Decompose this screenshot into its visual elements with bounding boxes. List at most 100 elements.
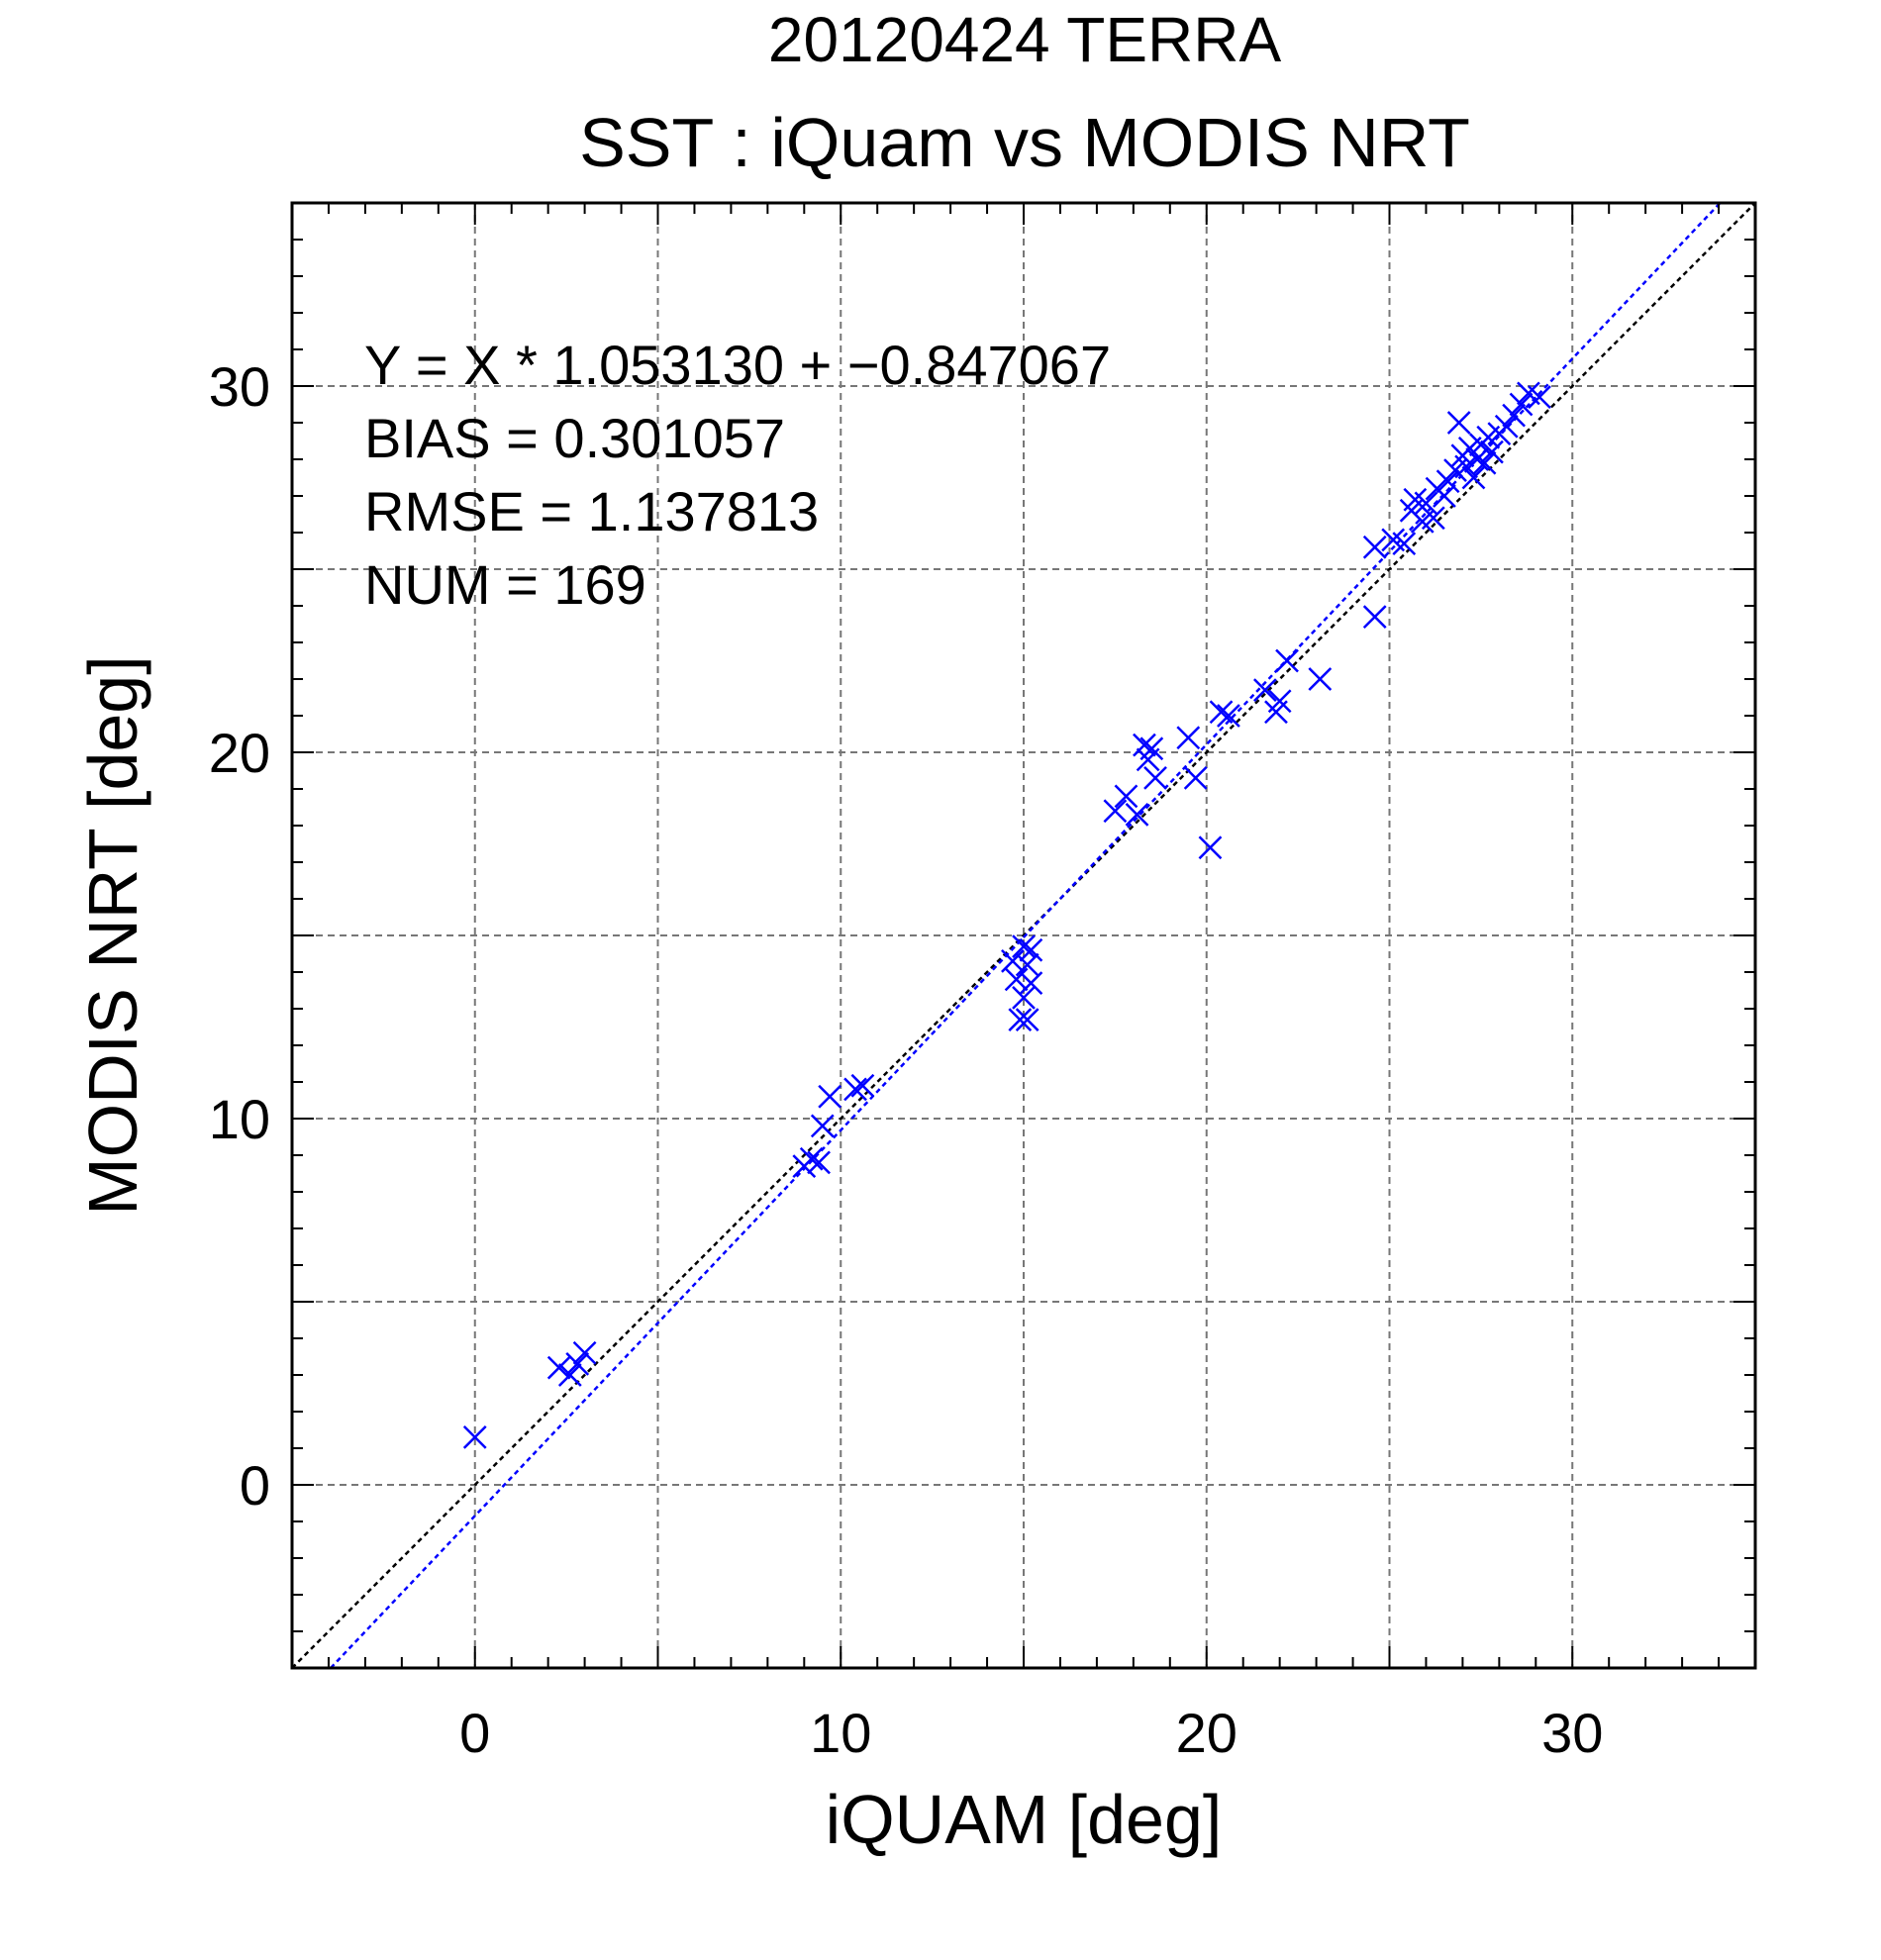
data-point-stroke	[1008, 1008, 1033, 1031]
data-point-stroke	[1494, 414, 1519, 439]
data-point-stroke	[1509, 392, 1534, 417]
data-point	[799, 1146, 824, 1171]
data-point-stroke	[1012, 934, 1036, 958]
data-point	[1421, 506, 1445, 531]
rmse-value: RMSE = 1.137813	[364, 480, 819, 542]
data-point-stroke	[1308, 667, 1333, 691]
x-tick-label: 20	[1176, 1702, 1238, 1764]
identity-line	[292, 203, 1755, 1668]
data-point	[1509, 392, 1534, 417]
data-point	[1502, 403, 1527, 428]
data-point-stroke	[572, 1340, 597, 1365]
data-point	[1001, 949, 1025, 973]
data-point-stroke	[810, 1114, 835, 1138]
data-point-stroke	[1267, 689, 1292, 714]
data-point-stroke	[1362, 605, 1387, 629]
data-point	[1414, 491, 1438, 516]
data-point	[1176, 726, 1201, 750]
data-point	[1308, 667, 1333, 691]
data-point	[572, 1340, 597, 1365]
bias-value: BIAS = 0.301057	[364, 407, 785, 469]
plot-frame	[290, 201, 1757, 1670]
y-tick-label: 30	[209, 355, 270, 418]
data-point-stroke	[1183, 766, 1208, 790]
data-point	[1015, 952, 1040, 977]
data-point-stroke	[1133, 733, 1156, 757]
data-point	[1133, 733, 1156, 757]
data-point	[557, 1363, 582, 1387]
data-point-stroke	[1103, 799, 1128, 824]
x-tick-label: 0	[459, 1702, 490, 1764]
chart-subtitle: SST : iQuam vs MODIS NRT	[579, 104, 1470, 181]
data-points	[462, 381, 1551, 1449]
data-point	[818, 1084, 842, 1109]
data-point	[843, 1077, 867, 1102]
data-point	[1362, 535, 1387, 559]
data-point-stroke	[1472, 450, 1497, 475]
chart-title: 20120424 TERRA	[768, 4, 1282, 75]
data-point-stroke	[1015, 952, 1040, 977]
data-point	[1139, 736, 1164, 761]
data-point	[1275, 648, 1299, 673]
data-point	[1209, 700, 1234, 725]
one-to-one-line	[292, 203, 1755, 1668]
data-point-stroke	[1528, 385, 1551, 409]
data-point-stroke	[1004, 967, 1029, 992]
data-point	[1012, 986, 1036, 1010]
data-point-stroke	[1012, 986, 1036, 1010]
data-point	[1103, 799, 1128, 824]
x-axis-label: iQUAM [deg]	[826, 1781, 1223, 1858]
data-point	[1392, 532, 1417, 555]
data-point	[1143, 766, 1167, 790]
data-point-stroke	[1198, 835, 1223, 860]
x-tick-label: 30	[1541, 1702, 1603, 1764]
data-point-stroke	[799, 1146, 824, 1171]
data-point-stroke	[1139, 736, 1164, 761]
data-point	[807, 1150, 831, 1175]
y-tick-label: 20	[209, 722, 270, 784]
data-point-stroke	[1414, 491, 1438, 516]
regression-line	[330, 203, 1722, 1668]
data-point	[1019, 971, 1043, 995]
data-point-stroke	[546, 1355, 571, 1380]
data-point	[1480, 440, 1504, 464]
data-point-stroke	[1421, 506, 1445, 531]
data-point	[1465, 447, 1490, 471]
data-point-stroke	[1143, 766, 1167, 790]
data-point	[1019, 937, 1043, 962]
data-point	[1436, 469, 1460, 494]
data-point-stroke	[565, 1352, 590, 1376]
data-point	[1446, 411, 1471, 435]
data-point	[565, 1352, 590, 1376]
data-point	[462, 1425, 487, 1449]
data-point-stroke	[1392, 532, 1417, 555]
data-point-stroke	[1252, 678, 1277, 702]
data-point-stroke	[1209, 700, 1234, 725]
y-tick-label: 0	[240, 1454, 270, 1517]
data-point	[1114, 784, 1138, 809]
data-point-stroke	[1480, 440, 1504, 464]
num-value: NUM = 169	[364, 553, 646, 616]
data-point-stroke	[1381, 528, 1406, 552]
data-point	[1008, 1008, 1033, 1031]
data-point	[546, 1355, 571, 1380]
data-point-stroke	[1019, 971, 1043, 995]
data-point-stroke	[1465, 447, 1490, 471]
data-point-stroke	[1114, 784, 1138, 809]
data-point	[1267, 689, 1292, 714]
tick-labels: 0 10 20 30 0 10 20 30	[209, 355, 1604, 1764]
data-point-stroke	[843, 1077, 867, 1102]
data-point	[1198, 835, 1223, 860]
data-point-stroke	[1001, 949, 1025, 973]
data-point	[1012, 934, 1036, 958]
y-tick-label: 10	[209, 1088, 270, 1150]
fit-line	[330, 203, 1722, 1668]
data-point-stroke	[818, 1084, 842, 1109]
data-point	[1433, 484, 1456, 508]
stats-annotations: Y = X * 1.053130 + −0.847067 BIAS = 0.30…	[364, 334, 1111, 616]
regression-equation: Y = X * 1.053130 + −0.847067	[364, 334, 1111, 396]
data-point	[1125, 803, 1149, 827]
data-point-stroke	[557, 1363, 582, 1387]
data-point	[850, 1073, 875, 1098]
